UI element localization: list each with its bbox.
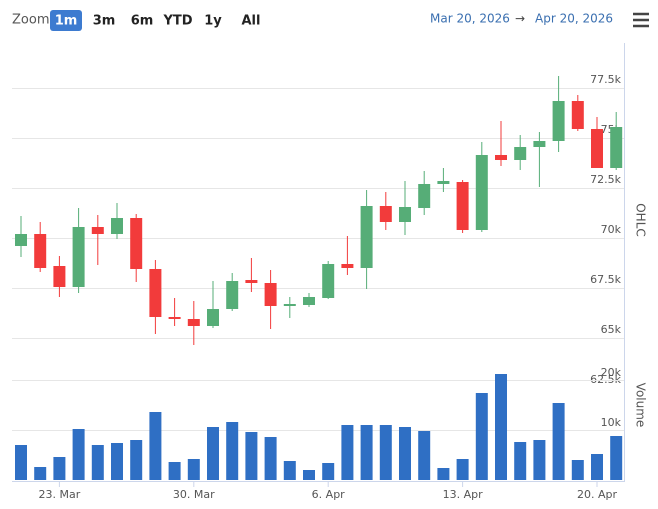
zoom-button[interactable]: 6m	[131, 14, 154, 29]
candle-body	[72, 227, 85, 287]
x-tick-label: 6. Apr	[312, 488, 345, 501]
volume-bar	[168, 462, 181, 480]
candle-body	[514, 147, 527, 160]
volume-bar	[533, 440, 546, 480]
volume-bar	[91, 445, 104, 480]
volume-bar	[360, 425, 373, 480]
candle-body	[533, 141, 546, 147]
volume-bar	[53, 457, 66, 480]
candle-body	[360, 206, 373, 268]
volume-bar	[303, 470, 315, 480]
candle-body	[15, 234, 27, 246]
zoom-button[interactable]: All	[242, 14, 261, 29]
candle-body	[399, 207, 411, 222]
volume-bar	[437, 468, 450, 480]
volume-bar	[341, 425, 354, 480]
date-arrow: →	[515, 12, 525, 26]
volume-bar	[552, 403, 565, 480]
zoom-button-bg[interactable]	[50, 10, 82, 31]
volume-bar	[130, 440, 143, 480]
zoom-label: Zoom	[12, 13, 49, 28]
volume-bar	[149, 412, 162, 480]
candle-body	[322, 264, 335, 298]
volume-bar	[571, 460, 584, 480]
volume-bar	[264, 437, 277, 480]
zoom-button[interactable]: 1m	[55, 14, 78, 29]
candle-body	[168, 317, 181, 319]
y-tick-label: 65k	[601, 323, 622, 336]
volume-bar	[610, 436, 623, 480]
volume-bar	[226, 422, 239, 480]
candle-body	[264, 283, 277, 306]
menu-button[interactable]	[633, 12, 649, 28]
candle-body	[610, 127, 623, 168]
x-tick-label: 23. Mar	[39, 488, 81, 501]
x-tick-label: 13. Apr	[443, 488, 483, 501]
candle-body	[437, 181, 450, 184]
candle-body	[53, 266, 66, 287]
candle-body	[187, 319, 200, 326]
date-to[interactable]: Apr 20, 2026	[535, 12, 613, 26]
candle-body	[341, 264, 354, 268]
volume-bar	[72, 429, 85, 480]
volume-bar	[187, 459, 200, 480]
date-from[interactable]: Mar 20, 2026	[430, 12, 510, 26]
volume-bar	[245, 432, 258, 480]
candle-body	[91, 227, 104, 234]
volume-bar	[15, 445, 27, 480]
y-tick-label: 62.5k	[590, 373, 621, 386]
volume-axis-title: Volume	[634, 383, 648, 428]
volume-bar	[456, 459, 469, 480]
y-tick-label: 72.5k	[590, 173, 621, 186]
volume-bar	[591, 454, 603, 480]
volume-bar	[495, 374, 507, 480]
volume-bar	[399, 427, 411, 480]
volume-bar	[475, 393, 488, 480]
candle-body	[149, 269, 162, 317]
x-tick-label: 30. Mar	[173, 488, 215, 501]
candle-body	[34, 234, 47, 268]
volume-bar	[322, 463, 335, 480]
candle-body	[303, 297, 315, 305]
candle-body	[111, 218, 123, 234]
candle-body	[245, 280, 258, 283]
y-tick-label: 67.5k	[590, 273, 621, 286]
volume-bar	[283, 461, 296, 480]
x-tick-label: 20. Apr	[577, 488, 617, 501]
volume-bar	[418, 431, 431, 480]
zoom-button[interactable]: 3m	[93, 14, 116, 29]
y-tick-label: 77.5k	[590, 73, 621, 86]
candle-body	[207, 309, 219, 326]
candle-body	[418, 184, 431, 208]
volume-tick-label: 20k	[601, 366, 622, 379]
candle-body	[495, 155, 507, 160]
volume-bar	[514, 442, 527, 480]
y-tick-label: 70k	[601, 223, 622, 236]
candle-body	[475, 155, 488, 230]
volume-bar	[207, 427, 219, 480]
price-axis-title: OHLC	[634, 203, 648, 237]
volume-bar	[111, 443, 123, 480]
candle-body	[283, 304, 296, 306]
candle-body	[591, 129, 603, 168]
candle-body	[456, 182, 469, 230]
volume-tick-label: 10k	[601, 416, 622, 429]
candle-body	[552, 101, 565, 141]
volume-bar	[379, 425, 392, 480]
zoom-button[interactable]: YTD	[162, 14, 192, 29]
candle-body	[571, 101, 584, 129]
candle-body	[226, 281, 239, 309]
volume-bar	[34, 467, 47, 480]
candle-body	[130, 218, 143, 269]
zoom-button[interactable]: 1y	[204, 14, 222, 29]
candle-body	[379, 206, 392, 222]
